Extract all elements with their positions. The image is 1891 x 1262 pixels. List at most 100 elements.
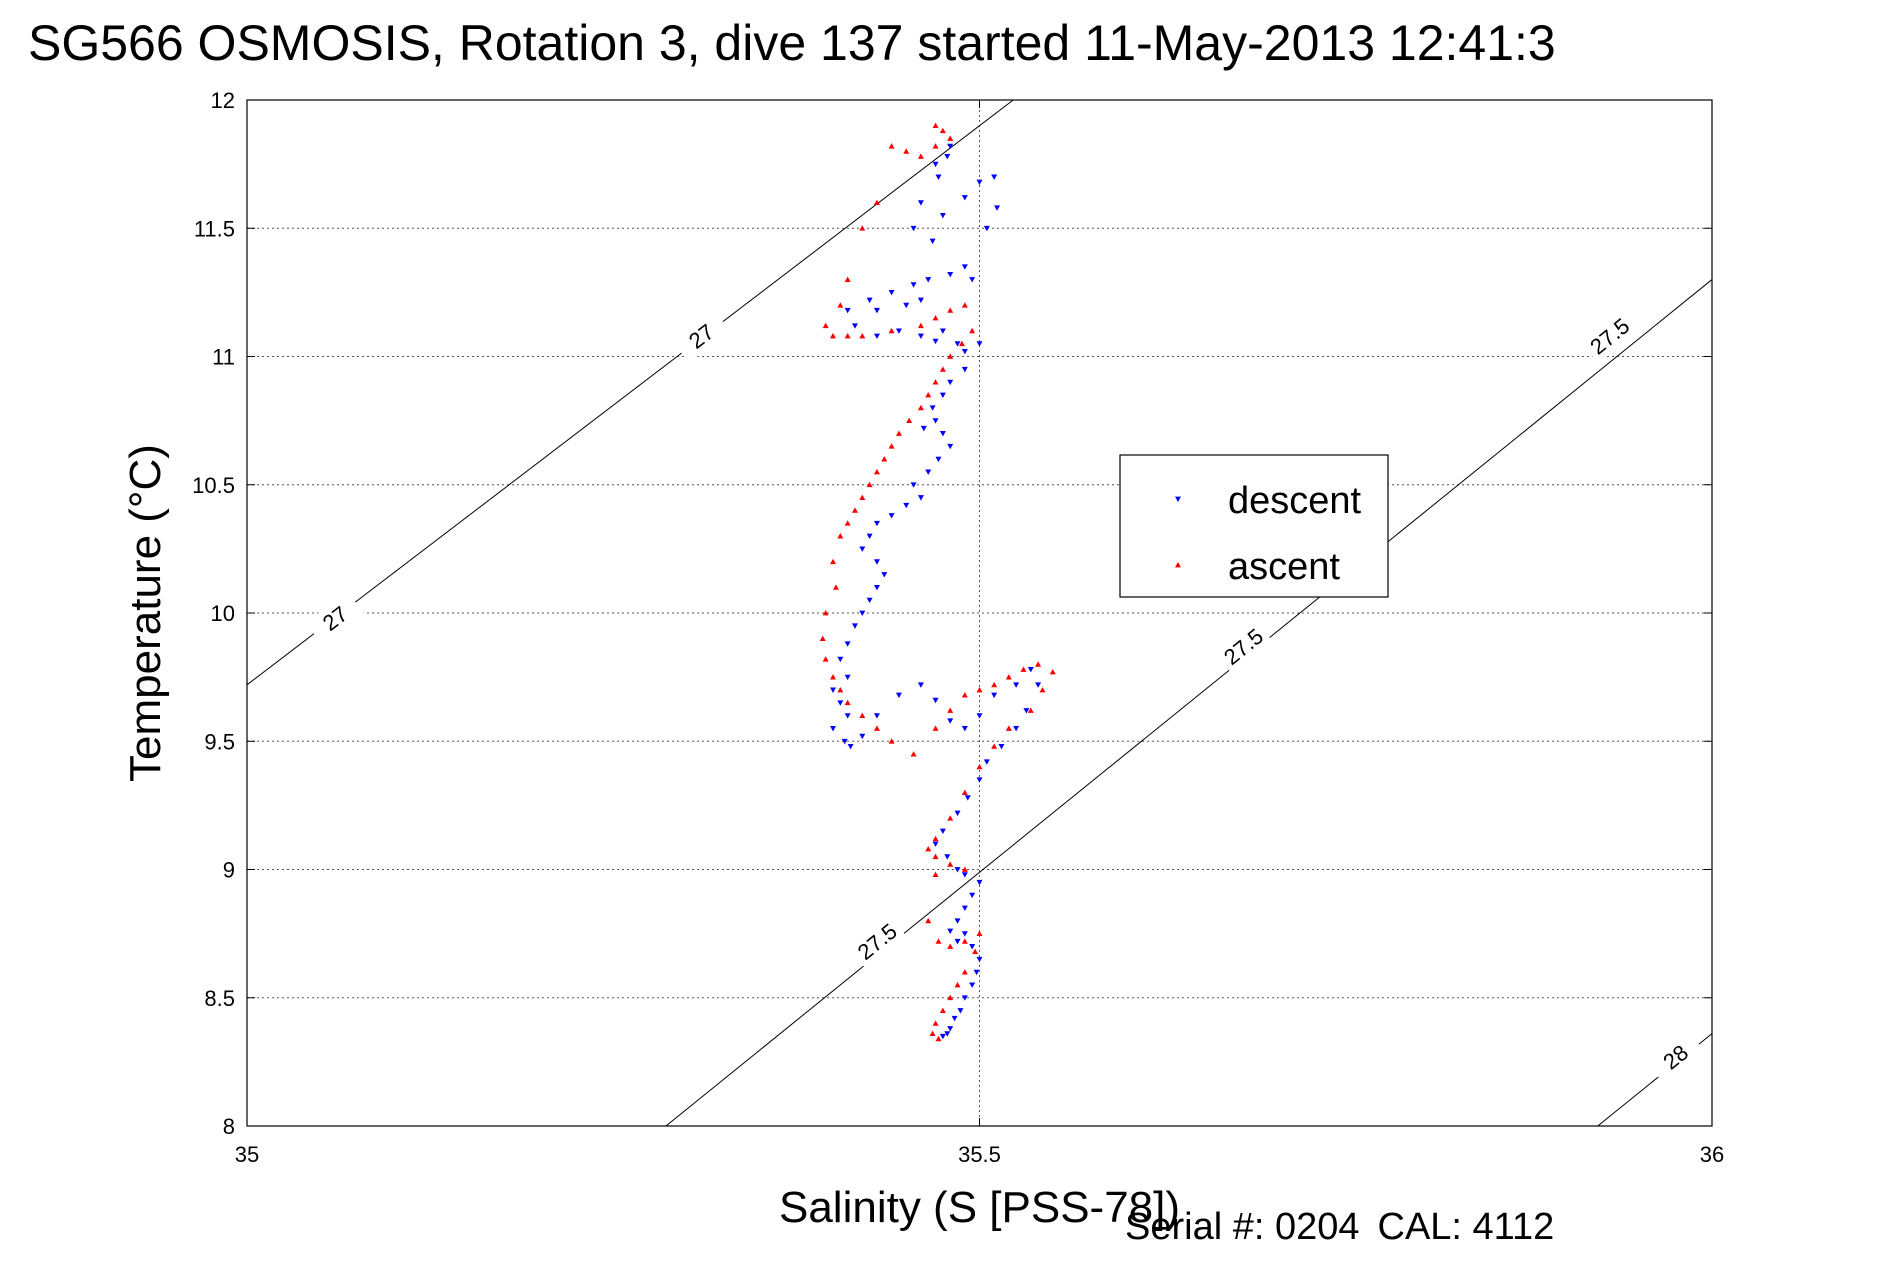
legend-marker-descent — [1175, 496, 1181, 502]
descent-point — [976, 713, 983, 719]
descent-point — [837, 656, 844, 663]
ascent-point — [859, 225, 866, 231]
legend: descent ascent — [1119, 454, 1389, 598]
grid-lines — [246, 99, 1713, 1127]
y-tick-label: 12 — [211, 88, 235, 113]
descent-point — [929, 238, 936, 245]
descent-point — [954, 810, 961, 817]
descent-point — [951, 1015, 958, 1022]
descent-point — [917, 297, 924, 304]
ascent-point — [947, 307, 954, 313]
descent-point — [983, 225, 990, 232]
ascent-point — [947, 707, 954, 713]
contour-label-bg — [1646, 1029, 1705, 1084]
descent-point — [961, 366, 968, 373]
ascent-point — [837, 533, 844, 539]
legend-marker-ascent — [1175, 562, 1181, 568]
ascent-point — [822, 610, 829, 616]
descent-point — [939, 431, 946, 437]
ascent-point — [830, 674, 836, 680]
y-tick-label: 8.5 — [204, 986, 235, 1011]
ascent-point — [888, 738, 895, 744]
ascent-point — [939, 366, 946, 372]
descent-point — [947, 1026, 954, 1032]
x-tick-label: 35.5 — [958, 1142, 1001, 1167]
ascent-point — [976, 930, 983, 937]
ascent-point — [961, 789, 968, 795]
descent-point — [895, 328, 902, 334]
ascent-point — [873, 725, 880, 731]
ascent-point — [873, 199, 880, 205]
descent-point — [873, 333, 880, 339]
descent-point — [961, 995, 968, 1001]
x-tick-label: 36 — [1700, 1142, 1724, 1167]
descent-point — [939, 828, 946, 835]
ascent-point — [935, 938, 942, 944]
descent-point — [910, 225, 917, 232]
descent-point — [961, 726, 968, 732]
descent-point — [932, 338, 939, 345]
descent-point — [976, 777, 983, 783]
ascent-point — [881, 456, 888, 462]
ascent-point — [1035, 661, 1042, 667]
descent-point — [994, 205, 1001, 211]
ascent-point — [932, 1020, 939, 1026]
ascent-point — [873, 468, 880, 475]
descent-point — [961, 264, 968, 270]
x-axis-label: Salinity (S [PSS-78]) — [779, 1183, 1180, 1232]
ascent-point — [822, 322, 829, 329]
ascent-point — [1020, 666, 1027, 672]
descent-point — [844, 307, 851, 314]
contour-label-bg — [305, 591, 365, 646]
ascent-point — [830, 332, 836, 339]
ascent-point — [917, 322, 924, 329]
y-tick-label: 8 — [223, 1114, 235, 1139]
ascent-point — [969, 327, 976, 334]
ascent-point — [851, 507, 858, 513]
ascent-point — [961, 938, 968, 944]
ascent-point — [961, 866, 968, 872]
ascent-point — [830, 558, 836, 565]
ascent-point — [932, 853, 939, 860]
ascent-point — [932, 871, 939, 878]
ascent-point — [1049, 668, 1056, 675]
ascent-point — [976, 763, 983, 770]
contour-label-bg — [847, 914, 906, 969]
ascent-point — [947, 861, 954, 867]
ascent-point — [859, 332, 866, 339]
ascent-point — [935, 1035, 942, 1042]
descent-point — [903, 502, 910, 509]
descent-point — [939, 392, 946, 398]
ascent-point — [958, 340, 965, 347]
y-tick-label: 11.5 — [194, 216, 235, 241]
ascent-point — [925, 917, 932, 924]
descent-point — [957, 1008, 964, 1014]
legend-label-ascent: ascent — [1228, 546, 1340, 588]
descent-point — [866, 597, 873, 604]
descent-point — [954, 867, 961, 873]
legend-label-descent: descent — [1228, 480, 1362, 522]
ascent-point — [866, 481, 873, 488]
descent-point — [910, 282, 917, 288]
descent-point — [830, 726, 836, 732]
descent-point — [917, 333, 924, 339]
descent-point — [920, 425, 927, 432]
descent-point — [929, 405, 936, 411]
descent-point — [932, 418, 939, 424]
ascent-point — [947, 994, 954, 1001]
ascent-point — [1005, 725, 1012, 731]
ascent-point — [917, 153, 924, 159]
ascent-point — [910, 751, 917, 757]
descent-point — [1027, 667, 1034, 673]
descent-point — [969, 892, 976, 899]
descent-point — [851, 323, 858, 329]
ascent-point — [932, 143, 939, 149]
serial-cal-info: Serial #: 0204 CAL: 4112 — [1125, 1206, 1572, 1249]
descent-point — [917, 200, 924, 206]
descent-point — [903, 302, 910, 309]
descent-point — [830, 687, 836, 693]
descent-point — [925, 469, 932, 475]
descent-point — [837, 700, 844, 706]
ascent-point — [822, 656, 829, 662]
